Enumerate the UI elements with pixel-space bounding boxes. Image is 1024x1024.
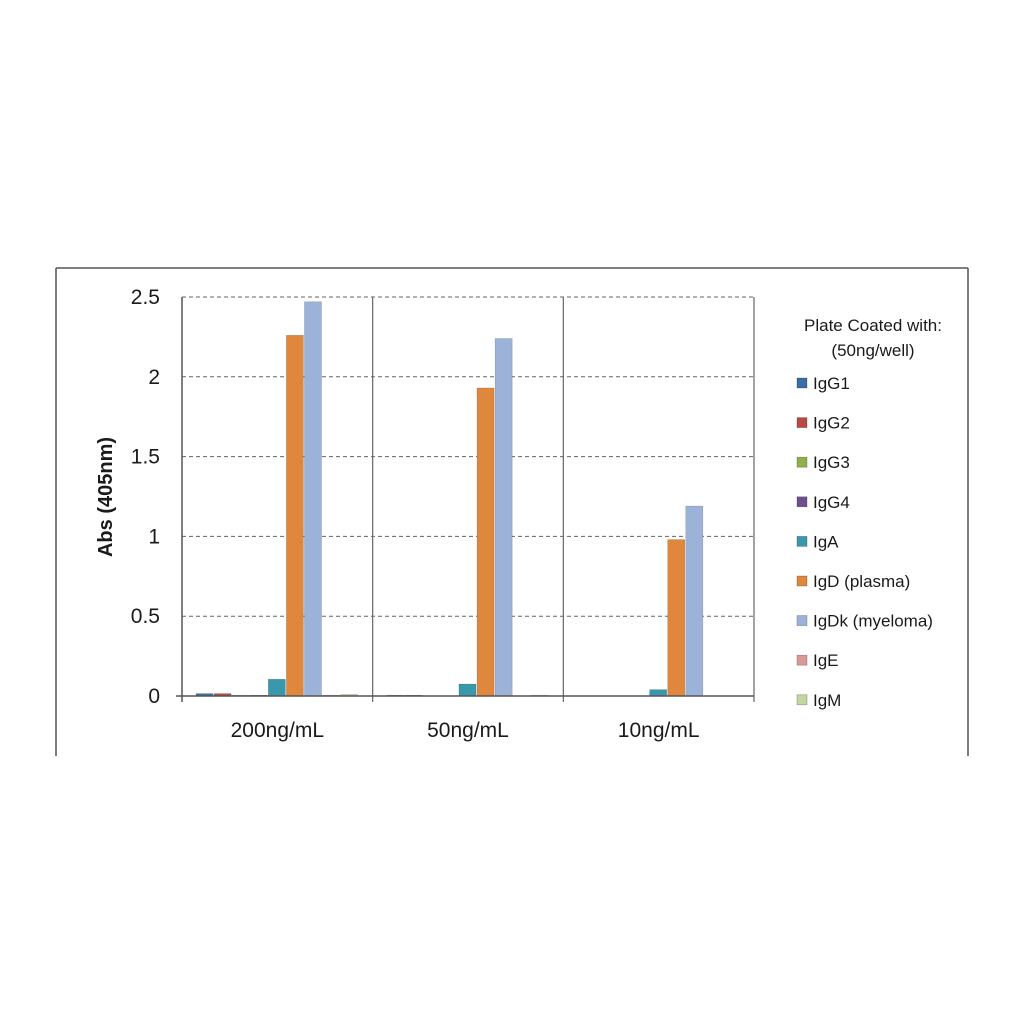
bars [195, 301, 704, 697]
legend-swatch [796, 615, 808, 626]
legend-swatch [796, 417, 808, 428]
bar-igdk-myeloma- [494, 338, 513, 697]
legend-title: Plate Coated with: [804, 316, 942, 335]
legend-swatch [796, 456, 808, 468]
y-axis-label: Abs (405nm) [95, 437, 117, 557]
bar-igdk-myeloma- [685, 505, 704, 697]
legend-swatch [796, 496, 808, 508]
legend-label: IgG3 [813, 453, 850, 472]
legend-swatch [796, 575, 808, 587]
y-tick-label: 1 [148, 525, 160, 548]
y-tick-label: 2.5 [131, 286, 160, 309]
bar-iga [458, 683, 477, 697]
legend-swatch [796, 536, 808, 547]
x-tick-label: 10ng/mL [618, 719, 700, 742]
bar-iga [268, 678, 286, 697]
legend-label: IgDk (myeloma) [813, 612, 933, 631]
gridlines [182, 296, 754, 617]
legend-label: IgG1 [813, 374, 850, 393]
legend-label: IgD (plasma) [813, 572, 910, 591]
y-tick-label: 0 [148, 685, 160, 708]
legend-label: IgE [813, 651, 839, 670]
legend-swatch [796, 377, 808, 389]
bar-igdk-myeloma- [304, 301, 322, 697]
x-tick-label: 50ng/mL [427, 719, 509, 742]
bar-iga [649, 689, 667, 697]
legend-label: IgG2 [813, 414, 850, 433]
axes [176, 297, 754, 702]
legend-swatch [796, 694, 808, 706]
bar-igd-plasma- [667, 539, 686, 697]
legend-label: IgM [813, 691, 841, 710]
bar-igd-plasma- [286, 335, 304, 697]
x-tick-label: 200ng/mL [231, 719, 324, 742]
legend-swatch [796, 654, 808, 666]
x-tick-labels: 200ng/mL 50ng/mL 10ng/mL [231, 719, 700, 742]
bar-igd-plasma- [476, 387, 495, 697]
y-tick-labels: 0 0.5 1 1.5 2 2.5 [131, 286, 160, 708]
y-tick-label: 1.5 [131, 446, 160, 469]
legend-label: IgA [813, 532, 839, 551]
y-tick-label: 0.5 [131, 605, 160, 628]
category-separators [372, 297, 755, 702]
legend: Plate Coated with: (50ng/well) IgG1 IgG2 IgG… [796, 316, 942, 710]
legend-title: (50ng/well) [831, 341, 914, 360]
legend-label: IgG4 [813, 493, 850, 512]
y-tick-label: 2 [148, 366, 160, 389]
